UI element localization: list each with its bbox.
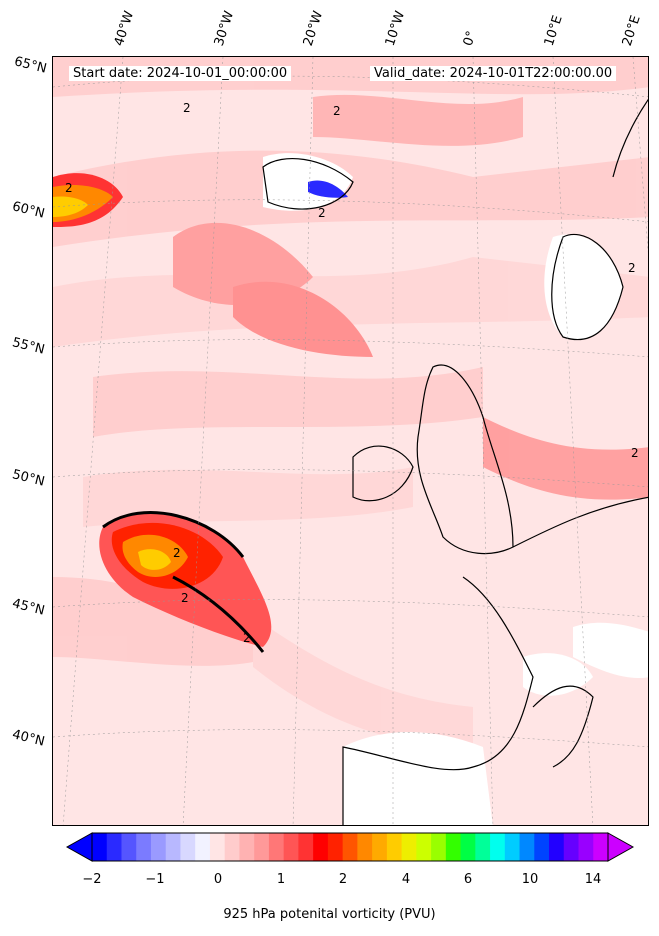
colorbar-cell bbox=[150, 833, 167, 861]
contour-label: 2 bbox=[183, 101, 191, 115]
colorbar-tick: 10 bbox=[521, 872, 539, 887]
lat-label: 65°N bbox=[12, 54, 49, 77]
colorbar-cell bbox=[254, 833, 270, 861]
pv-cyclone bbox=[99, 511, 272, 653]
colorbar-cell bbox=[136, 833, 152, 861]
colorbar-cell bbox=[534, 833, 550, 861]
contour-label: 2 bbox=[318, 206, 326, 220]
contour-label: 2 bbox=[65, 181, 73, 195]
contour-label: 2 bbox=[181, 591, 189, 605]
colorbar-cell bbox=[549, 833, 565, 861]
colorbar-cell bbox=[121, 833, 137, 861]
lon-label: 0° bbox=[460, 29, 480, 48]
colorbar-cell bbox=[504, 833, 521, 861]
colorbar-cell bbox=[386, 833, 403, 861]
colorbar-cell bbox=[180, 833, 196, 861]
contour-label: 2 bbox=[628, 261, 636, 275]
contour-labels: 2 2 2 2 2 2 2 2 2 bbox=[65, 101, 639, 645]
colorbar-cell bbox=[460, 833, 476, 861]
lon-label: 30°W bbox=[211, 9, 238, 48]
colorbar-cell bbox=[401, 833, 417, 861]
colorbar-cell bbox=[416, 833, 432, 861]
colorbar-cell bbox=[342, 833, 358, 861]
start-date-label: Start date: 2024-10-01_00:00:00 bbox=[69, 66, 292, 81]
colorbar-max-arrow bbox=[607, 832, 635, 862]
colorbar-cell bbox=[431, 833, 447, 861]
lat-label: 60°N bbox=[10, 199, 47, 222]
contour-label: 2 bbox=[173, 546, 181, 560]
colorbar-min-arrow bbox=[65, 832, 93, 862]
pv-field-map: 2 2 2 2 2 2 2 2 2 bbox=[53, 57, 648, 825]
colorbar-cell bbox=[195, 833, 211, 861]
colorbar-cell bbox=[372, 833, 388, 861]
colorbar-outline bbox=[91, 832, 609, 862]
contour-label: 2 bbox=[631, 446, 639, 460]
colorbar-cell bbox=[563, 833, 580, 861]
colorbar-tick: −2 bbox=[82, 872, 102, 887]
colorbar-cell bbox=[106, 833, 122, 861]
lon-label: 10°E bbox=[541, 13, 566, 49]
colorbar-cell bbox=[327, 833, 344, 861]
colorbar-cell bbox=[268, 833, 285, 861]
colorbar-cell bbox=[313, 833, 329, 861]
colorbar-cell bbox=[239, 833, 255, 861]
colorbar-cell bbox=[209, 833, 226, 861]
colorbar-cell bbox=[92, 833, 108, 861]
colorbar-cell bbox=[224, 833, 240, 861]
lon-label: 40°W bbox=[111, 9, 138, 48]
colorbar-cell bbox=[490, 833, 506, 861]
colorbar-tick: −1 bbox=[145, 872, 165, 887]
contour-label: 2 bbox=[243, 631, 251, 645]
colorbar-tick: 0 bbox=[213, 872, 223, 887]
lon-label: 20°E bbox=[619, 13, 644, 49]
colorbar-label: 925 hPa potenital vorticity (PVU) bbox=[223, 907, 436, 922]
colorbar-cell bbox=[283, 833, 299, 861]
contour-label: 2 bbox=[333, 104, 341, 118]
colorbar-tick: 2 bbox=[338, 872, 348, 887]
colorbar-cell bbox=[357, 833, 373, 861]
lon-label: 10°W bbox=[382, 9, 409, 48]
colorbar-tick: 14 bbox=[584, 872, 602, 887]
colorbar-cell bbox=[445, 833, 462, 861]
colorbar bbox=[65, 832, 635, 862]
colorbar-cell bbox=[578, 833, 594, 861]
colorbar-cell bbox=[475, 833, 491, 861]
lon-label: 20°W bbox=[300, 9, 327, 48]
map-panel: 2 2 2 2 2 2 2 2 2 bbox=[52, 56, 649, 826]
coastlines bbox=[262, 98, 648, 825]
valid-date-label: Valid_date: 2024-10-01T22:00:00.00 bbox=[370, 66, 617, 81]
colorbar-tick: 4 bbox=[401, 872, 411, 887]
colorbar-tick: 6 bbox=[463, 872, 473, 887]
pv-max-greenland bbox=[53, 173, 123, 227]
lat-label: 40°N bbox=[10, 727, 47, 750]
colorbar-cell bbox=[298, 833, 314, 861]
graticule bbox=[53, 57, 648, 825]
lat-label: 50°N bbox=[10, 467, 47, 490]
pv-field-shading bbox=[53, 57, 648, 747]
colorbar-cell bbox=[519, 833, 535, 861]
lat-label: 45°N bbox=[10, 596, 47, 619]
colorbar-cell bbox=[165, 833, 181, 861]
colorbar-cell bbox=[593, 833, 609, 861]
lat-label: 55°N bbox=[10, 335, 47, 358]
colorbar-tick: 1 bbox=[276, 872, 286, 887]
